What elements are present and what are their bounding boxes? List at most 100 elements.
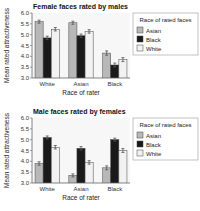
error-line (47, 136, 48, 139)
bar (51, 147, 59, 183)
legend-title: Race of rated faces (139, 122, 191, 128)
bar (119, 151, 127, 184)
x-axis-label: Race of rater (62, 194, 100, 201)
error-line (81, 147, 82, 150)
legend-label: White (146, 151, 162, 157)
error-bar (71, 21, 74, 24)
error-cap (46, 36, 49, 37)
chart-title: Male faces rated by females (33, 108, 126, 116)
error-bar (38, 162, 41, 165)
x-tick-label: White (40, 81, 56, 87)
y-tick (30, 161, 32, 162)
bar (85, 31, 93, 78)
error-cap (88, 33, 91, 34)
y-tick (30, 118, 32, 119)
legend-title: Race of rated faces (139, 17, 191, 23)
x-tick-label: Asian (73, 186, 88, 192)
error-cap (54, 30, 57, 31)
error-cap (38, 165, 41, 166)
error-bar (54, 146, 57, 149)
x-axis-line (32, 183, 130, 184)
error-cap (113, 141, 116, 142)
legend-label: Asian (146, 28, 161, 34)
legend: Race of rated facesAsianBlackWhite (133, 118, 198, 160)
bar (77, 36, 85, 78)
y-tick-label: 3.0 (21, 180, 30, 186)
error-cap (88, 160, 91, 161)
error-cap (105, 169, 108, 170)
error-cap (54, 148, 57, 149)
error-bar (121, 58, 124, 62)
marks (35, 136, 127, 183)
error-line (47, 36, 48, 39)
error-cap (80, 34, 83, 35)
chart-title: Female faces rated by males (33, 3, 128, 11)
bar (77, 148, 85, 183)
y-tick-label: 6.0 (21, 10, 30, 16)
y-tick (30, 128, 32, 129)
y-tick (30, 56, 32, 57)
bar (111, 140, 119, 183)
y-tick-label: 4.0 (21, 158, 30, 164)
error-bar (38, 20, 41, 23)
error-line (55, 146, 56, 149)
error-line (89, 161, 90, 164)
error-line (72, 21, 73, 24)
error-cap (88, 29, 91, 30)
error-cap (121, 61, 124, 62)
error-line (122, 58, 123, 62)
error-cap (105, 165, 108, 166)
y-tick (30, 172, 32, 173)
legend-swatch (137, 27, 143, 33)
error-cap (46, 135, 49, 136)
bar (35, 22, 43, 78)
error-cap (71, 173, 74, 174)
error-cap (121, 57, 124, 58)
y-axis-label: Mean rated attractiveness (3, 7, 10, 83)
bar (43, 38, 51, 78)
legend-box (133, 118, 198, 160)
error-bar (105, 166, 108, 170)
error-line (122, 149, 123, 153)
error-bar (113, 138, 116, 141)
y-tick-label: 6.0 (21, 115, 30, 121)
y-tick (30, 78, 32, 79)
error-cap (105, 50, 108, 51)
legend-swatch (137, 45, 143, 51)
y-tick-label: 5.0 (21, 32, 30, 38)
error-cap (88, 164, 91, 165)
y-tick-label: 5.0 (21, 137, 30, 143)
error-cap (80, 37, 83, 38)
y-tick (30, 45, 32, 46)
error-cap (46, 39, 49, 40)
error-bar (88, 30, 91, 33)
panel: 3.03.54.04.55.05.56.0WhiteAsianBlackRace… (3, 108, 198, 211)
error-bar (113, 63, 116, 67)
error-cap (113, 138, 116, 139)
y-tick-label: 3.0 (21, 75, 30, 81)
chart-figure: 3.03.54.04.55.05.56.0WhiteAsianBlackRace… (0, 0, 200, 211)
legend-label: Black (146, 142, 162, 148)
legend-label: White (146, 46, 162, 52)
legend: Race of rated facesAsianBlackWhite (133, 13, 198, 55)
error-line (114, 63, 115, 67)
error-bar (121, 149, 124, 153)
bar (103, 168, 111, 183)
bar (51, 29, 59, 78)
y-tick-label: 5.5 (21, 126, 30, 132)
y-tick (30, 150, 32, 151)
error-bar (71, 174, 74, 177)
legend-swatch (137, 141, 143, 147)
error-bar (80, 34, 83, 37)
error-line (72, 174, 73, 177)
error-cap (121, 148, 124, 149)
error-cap (71, 24, 74, 25)
legend-swatch (137, 132, 143, 138)
legend-swatch (137, 36, 143, 42)
y-tick-label: 4.0 (21, 53, 30, 59)
error-cap (54, 27, 57, 28)
x-tick-label: Black (107, 81, 123, 87)
error-line (106, 166, 107, 170)
bar (85, 162, 93, 183)
error-bar (54, 28, 57, 31)
